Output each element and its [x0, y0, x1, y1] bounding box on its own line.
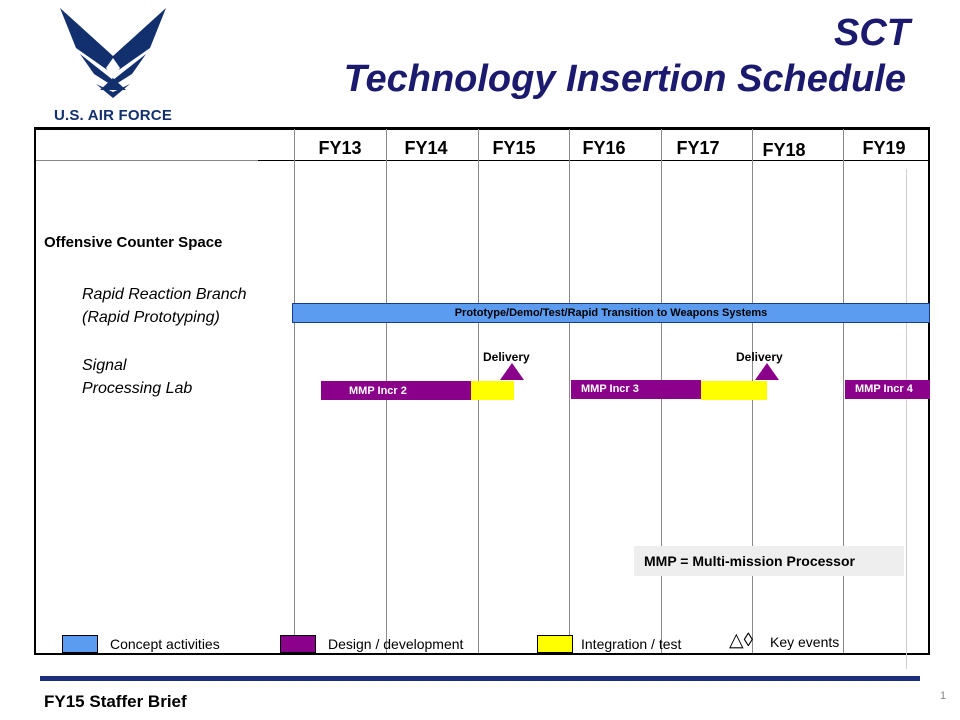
- legend-label-concept: Concept activities: [110, 636, 220, 652]
- header-top-line: [36, 129, 928, 130]
- footer-rule: [40, 676, 920, 681]
- mmp-incr2-design-bar: MMP Incr 2: [321, 381, 471, 400]
- mmp-incr3-label: MMP Incr 3: [581, 383, 639, 395]
- year-label-fy16: FY16: [582, 138, 626, 158]
- right-guide-line: [906, 169, 907, 669]
- row-label-rapid-reaction-1: Rapid Reaction Branch: [82, 286, 247, 303]
- mmp-incr2-integration-bar: [471, 381, 514, 400]
- mmp-incr3-integration-bar: [701, 381, 767, 400]
- row-label-signal-lab-2: Processing Lab: [82, 380, 193, 397]
- year-label-fy15: FY15: [492, 138, 536, 158]
- air-force-wings-icon: [60, 8, 166, 98]
- footer-text: FY15 Staffer Brief: [44, 692, 187, 711]
- year-label-fy14: FY14: [404, 138, 448, 158]
- row-label-signal-lab-1: Signal: [82, 357, 127, 374]
- slide-title-line2: Technology Insertion Schedule: [343, 58, 906, 100]
- delivery-marker-2: [755, 363, 779, 380]
- delivery-label-2: Delivery: [736, 350, 783, 364]
- year-divider: [843, 129, 844, 653]
- page-number: 1: [940, 690, 947, 702]
- legend-swatch-concept: [62, 635, 98, 653]
- delivery-marker-1: [500, 363, 524, 380]
- mmp-incr2-label: MMP Incr 2: [349, 385, 407, 397]
- year-label-fy19: FY19: [862, 138, 906, 158]
- row-label-rapid-reaction-2: (Rapid Prototyping): [82, 309, 220, 326]
- legend-label-design: Design / development: [328, 636, 464, 652]
- prototype-bar: Prototype/Demo/Test/Rapid Transition to …: [292, 303, 930, 323]
- legend-swatch-design: [280, 635, 316, 653]
- legend-swatch-integration: [537, 635, 573, 653]
- logo-text: U.S. AIR FORCE: [53, 107, 173, 124]
- year-label-fy17: FY17: [676, 138, 720, 158]
- header-bottom-line: [258, 160, 928, 161]
- legend-label-integration: Integration / test: [581, 636, 682, 652]
- year-divider: [569, 129, 570, 653]
- schedule-chart: FY13 FY14 FY15 FY16 FY17 FY18 FY19 Offen…: [34, 127, 930, 669]
- year-label-fy13: FY13: [318, 138, 362, 158]
- mmp-incr3-design-bar: MMP Incr 3: [571, 380, 701, 399]
- mmp-incr4-design-bar: MMP Incr 4: [845, 380, 930, 399]
- key-events-icon: △◊: [729, 630, 754, 651]
- mmp-definition-note: MMP = Multi-mission Processor: [634, 546, 904, 576]
- year-divider: [294, 129, 295, 653]
- delivery-label-1: Delivery: [483, 350, 530, 364]
- prototype-bar-label: Prototype/Demo/Test/Rapid Transition to …: [454, 307, 768, 319]
- air-force-logo: U.S. AIR FORCE: [38, 8, 188, 126]
- section-label: Offensive Counter Space: [44, 234, 223, 251]
- legend-label-key-events: Key events: [770, 634, 840, 650]
- header-bottom-line-left: [36, 160, 258, 161]
- year-label-fy18: FY18: [762, 140, 806, 160]
- mmp-incr4-label: MMP Incr 4: [855, 383, 913, 395]
- slide-title-line1: SCT: [834, 12, 910, 54]
